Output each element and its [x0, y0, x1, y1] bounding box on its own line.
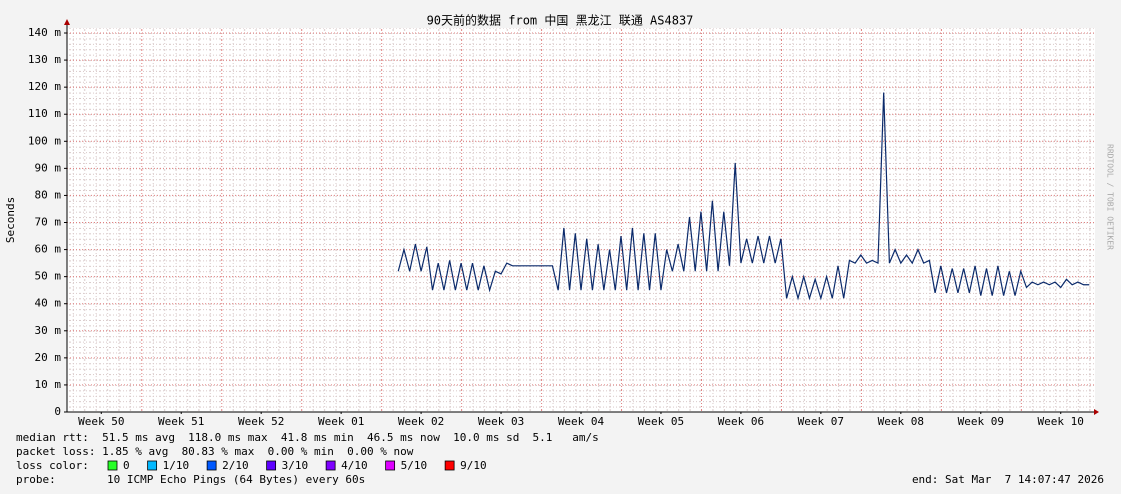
x-tick-label: Week 50 [78, 415, 124, 428]
legend-swatch [444, 460, 455, 471]
packet-loss: packet loss: 1.85 % avg 80.83 % max 0.00… [16, 445, 414, 458]
chart-title: 90天前的数据 from 中国 黑龙江 联通 AS4837 [427, 13, 694, 28]
x-tick-label: Week 08 [878, 415, 924, 428]
y-tick-label: 80 m [35, 188, 62, 201]
y-tick-label: 140 m [28, 26, 61, 39]
x-tick-label: Week 06 [718, 415, 764, 428]
x-tick-label: Week 01 [318, 415, 364, 428]
x-tick-label: Week 09 [958, 415, 1004, 428]
x-tick-label: Week 05 [638, 415, 684, 428]
axis-arrow [64, 19, 70, 25]
x-tick-label: Week 02 [398, 415, 444, 428]
probe-label: probe: [16, 473, 56, 486]
y-tick-label: 0 [54, 405, 61, 418]
loss-color-label: loss color: [16, 459, 89, 472]
y-tick-label: 120 m [28, 80, 61, 93]
legend-swatch [325, 460, 336, 471]
y-tick-label: 70 m [35, 216, 62, 229]
legend-label: 2/10 [222, 459, 249, 472]
y-tick-label: 100 m [28, 134, 61, 147]
legend-label: 3/10 [282, 459, 309, 472]
x-tick-label: Week 04 [558, 415, 605, 428]
y-tick-label: 10 m [35, 378, 62, 391]
x-tick-label: Week 10 [1038, 415, 1084, 428]
median-rtt: median rtt: 51.5 ms avg 118.0 ms max 41.… [16, 431, 599, 444]
axis-arrow [1094, 409, 1099, 415]
end-time: end: Sat Mar 7 14:07:47 2026 [912, 473, 1104, 486]
legend-swatch [266, 460, 277, 471]
x-tick-label: Week 52 [238, 415, 284, 428]
y-tick-label: 20 m [35, 351, 62, 364]
y-tick-label: 30 m [35, 324, 62, 337]
y-tick-label: 40 m [35, 297, 62, 310]
y-tick-label: 50 m [35, 270, 62, 283]
legend-label: 4/10 [341, 459, 368, 472]
y-tick-label: 60 m [35, 243, 62, 256]
y-tick-label: 130 m [28, 53, 61, 66]
legend-swatch [385, 460, 396, 471]
y-tick-label: 110 m [28, 107, 61, 120]
legend: 0 1/10 2/10 3/10 4/10 5/10 9/10 [107, 459, 487, 472]
probe: 10 ICMP Echo Pings (64 Bytes) every 60s [107, 473, 365, 486]
rtt-line [397, 92, 1090, 301]
x-tick-label: Week 03 [478, 415, 524, 428]
x-tick-label: Week 51 [158, 415, 204, 428]
legend-swatch [147, 460, 158, 471]
legend-label: 9/10 [460, 459, 487, 472]
watermark: RRDTOOL / TOBI OETIKER [1106, 144, 1115, 250]
legend-label: 0 [123, 459, 130, 472]
x-tick-label: Week 07 [798, 415, 844, 428]
marks [397, 92, 1090, 301]
legend-swatch [206, 460, 217, 471]
y-axis-label: Seconds [4, 197, 17, 243]
y-tick-label: 90 m [35, 161, 62, 174]
minor-grid [67, 28, 1095, 412]
legend-label: 5/10 [401, 459, 428, 472]
grid [64, 32, 1095, 414]
legend-swatch [107, 460, 118, 471]
legend-label: 1/10 [163, 459, 190, 472]
